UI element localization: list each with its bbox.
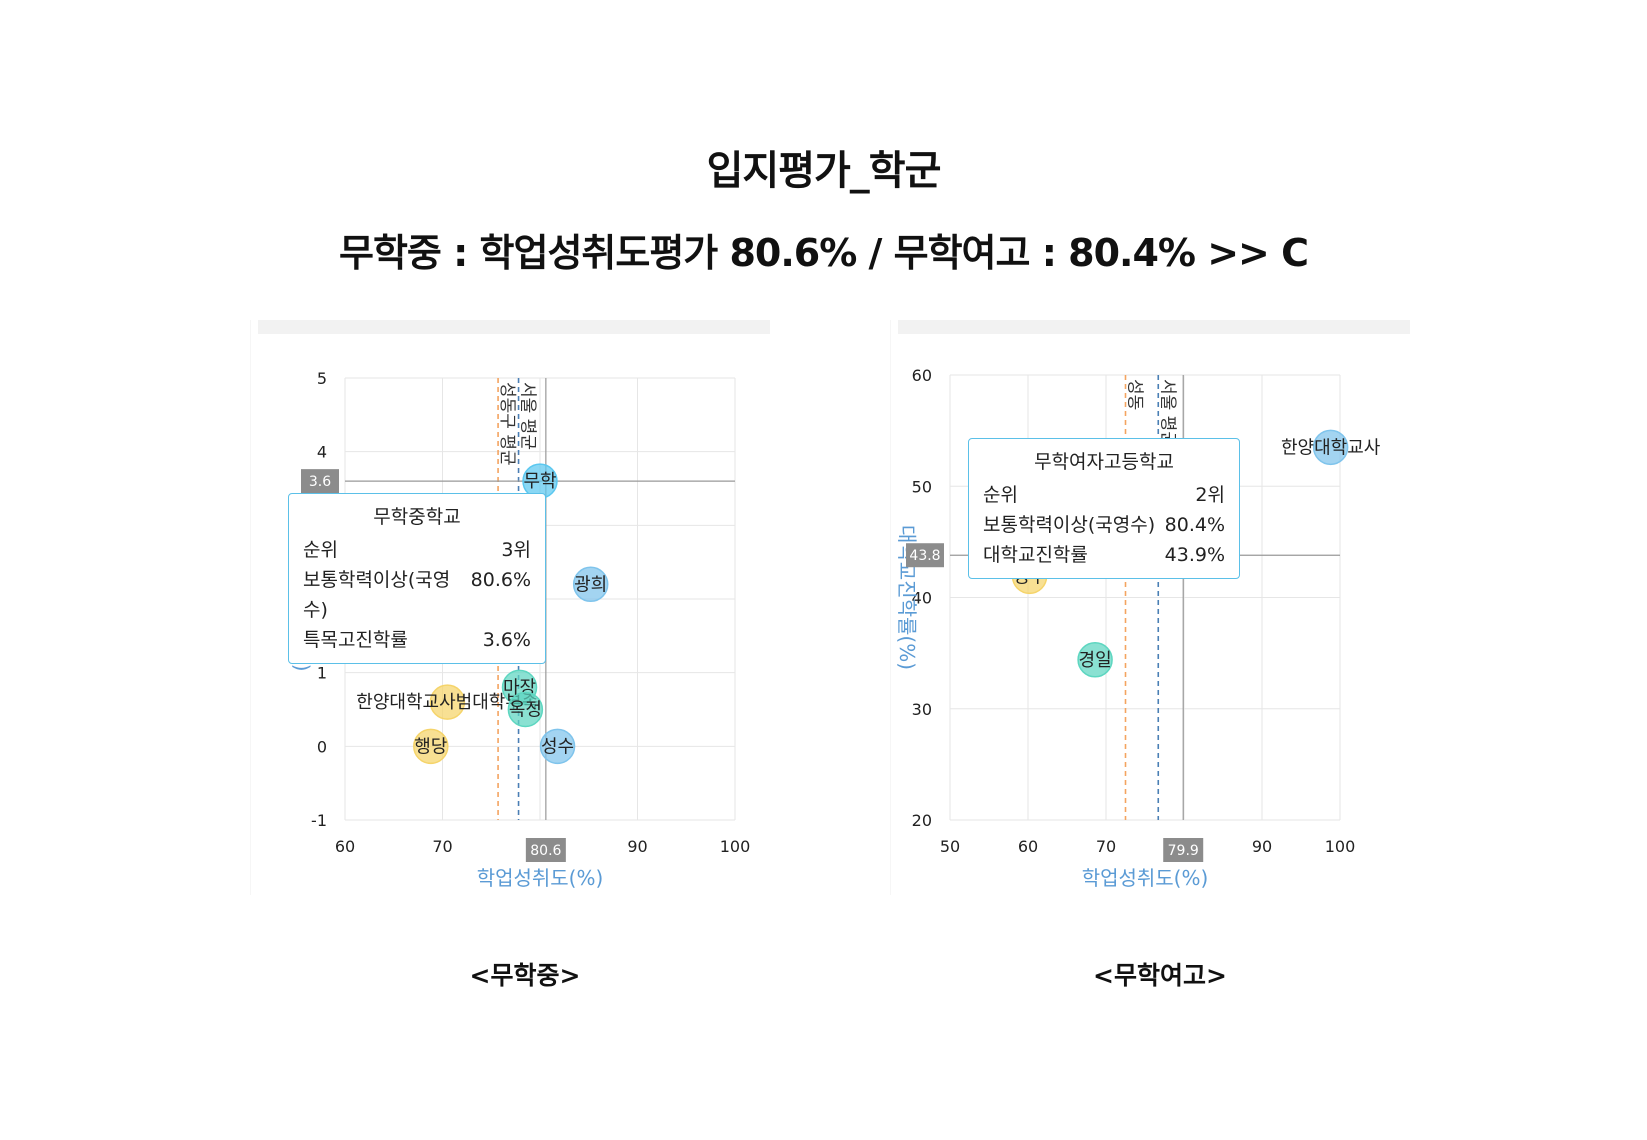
data-point-label: 성수 bbox=[541, 736, 574, 757]
tooltip-middle-school: 무학중학교 순위 3위 보통학력이상(국영수) 80.6% 특목고진학률 3.6… bbox=[288, 493, 546, 664]
tooltip-high-school: 무학여자고등학교 순위 2위 보통학력이상(국영수) 80.4% 대학교진학률 … bbox=[968, 438, 1240, 579]
tooltip-value: 3.6% bbox=[482, 629, 531, 651]
y-tick-label: 50 bbox=[912, 477, 932, 496]
crosshair-x-value: 80.6 bbox=[530, 843, 561, 859]
page-subtitle: 무학중 : 학업성취도평가 80.6% / 무학여고 : 80.4% >> C bbox=[338, 231, 1309, 275]
tooltip-row-achievement: 보통학력이상(국영수) 80.4% bbox=[983, 510, 1225, 540]
tooltip-title: 무학중학교 bbox=[373, 506, 461, 528]
badge-background bbox=[1163, 838, 1204, 862]
x-tick-label: 90 bbox=[627, 837, 647, 856]
data-point-label: 경일 bbox=[1079, 650, 1112, 671]
data-point bbox=[1312, 429, 1349, 466]
y-tick-label: 30 bbox=[912, 700, 932, 719]
crosshair-x-value: 79.9 bbox=[1168, 843, 1199, 859]
y-tick-label: 0 bbox=[317, 737, 327, 756]
tooltip-row-rank: 순위 2위 bbox=[983, 480, 1225, 510]
y-tick-label: 1 bbox=[317, 664, 327, 683]
x-tick-label: 60 bbox=[1018, 837, 1038, 856]
scatter-chart-high-school: 20304050605060708090100학업성취도(%)대학교진학률(%)… bbox=[890, 320, 1410, 895]
data-point-label: 한양대학교사범대학부속 bbox=[356, 692, 538, 713]
x-tick-label: 60 bbox=[335, 837, 355, 856]
crosshair-y-badge: 43.8 bbox=[906, 543, 944, 568]
tooltip-title: 무학여자고등학교 bbox=[1034, 451, 1174, 473]
page-title: 입지평가_학군 bbox=[706, 148, 942, 194]
chart-panel-high-school: 20304050605060708090100학업성취도(%)대학교진학률(%)… bbox=[890, 320, 1450, 944]
data-point bbox=[507, 691, 544, 728]
crosshair-x-badge: 80.6 bbox=[525, 838, 566, 862]
tooltip-key: 순위 bbox=[303, 539, 338, 561]
data-point bbox=[413, 728, 449, 765]
tooltip-row-rate: 특목고진학률 3.6% bbox=[303, 625, 531, 655]
x-tick-label: 100 bbox=[720, 837, 751, 856]
reference-line-label: 서울 평균 bbox=[518, 382, 538, 450]
tooltip-key: 순위 bbox=[983, 484, 1018, 506]
y-tick-label: 4 bbox=[317, 443, 327, 462]
crosshair-y-badge: 3.6 bbox=[301, 469, 339, 494]
caption-middle-school: <무학중> bbox=[469, 961, 581, 990]
data-point bbox=[1077, 642, 1113, 678]
crosshair-x-badge: 79.9 bbox=[1163, 838, 1204, 862]
chart-header-bar bbox=[898, 320, 1410, 334]
tooltip-value: 80.4% bbox=[1164, 514, 1225, 536]
tooltip-key: 보통학력이상(국영수) bbox=[303, 569, 451, 621]
y-tick-label: 40 bbox=[912, 589, 932, 608]
x-axis-title: 학업성취도(%) bbox=[1082, 866, 1209, 890]
tooltip-key: 대학교진학률 bbox=[983, 544, 1088, 566]
reference-line-label: 서울 평균 bbox=[1157, 379, 1177, 447]
chart-panel-middle-school: -101234560708090100학업성취도(%)특목고진학률(%)성동구 … bbox=[250, 320, 810, 944]
data-point-label: 한양대학교사 bbox=[1281, 437, 1381, 458]
data-point-label: 무학 bbox=[523, 471, 556, 492]
y-tick-label: -1 bbox=[311, 811, 327, 830]
tooltip-row-rank: 순위 3위 bbox=[303, 535, 531, 565]
data-point-label: 광희 bbox=[574, 574, 607, 595]
crosshair-y-value: 3.6 bbox=[309, 474, 331, 490]
data-point bbox=[572, 566, 609, 603]
y-tick-label: 20 bbox=[912, 811, 932, 830]
badge-background bbox=[525, 838, 566, 862]
x-tick-label: 100 bbox=[1325, 837, 1356, 856]
tooltip-value: 43.9% bbox=[1164, 544, 1225, 566]
x-axis-title: 학업성취도(%) bbox=[477, 866, 604, 890]
data-point-label: 행당 bbox=[414, 736, 447, 757]
y-tick-label: 60 bbox=[912, 366, 932, 385]
x-tick-label: 70 bbox=[1096, 837, 1116, 856]
badge-background bbox=[906, 543, 944, 568]
tooltip-key: 특목고진학률 bbox=[303, 629, 408, 651]
tooltip-row-rate: 대학교진학률 43.9% bbox=[983, 540, 1225, 570]
tooltip-value: 80.6% bbox=[470, 569, 531, 591]
tooltip-row-achievement: 보통학력이상(국영수) 80.6% bbox=[303, 565, 531, 625]
tooltip-key: 보통학력이상(국영수) bbox=[983, 514, 1156, 536]
tooltip-value: 3위 bbox=[501, 539, 531, 561]
tooltip-value: 2위 bbox=[1195, 484, 1225, 506]
x-tick-label: 70 bbox=[432, 837, 452, 856]
chart-header-bar bbox=[258, 320, 770, 334]
crosshair-y-value: 43.8 bbox=[909, 548, 940, 564]
x-tick-label: 50 bbox=[940, 837, 960, 856]
data-point bbox=[539, 728, 576, 765]
reference-line-label: 성동 bbox=[1125, 379, 1145, 410]
caption-high-school: <무학여고> bbox=[1093, 961, 1227, 990]
data-point bbox=[429, 684, 466, 720]
reference-line-label: 성동구 평균 bbox=[497, 382, 517, 466]
badge-background bbox=[301, 469, 339, 494]
y-tick-label: 5 bbox=[317, 369, 327, 388]
x-tick-label: 90 bbox=[1252, 837, 1272, 856]
data-point-label: 옥정 bbox=[509, 700, 542, 721]
